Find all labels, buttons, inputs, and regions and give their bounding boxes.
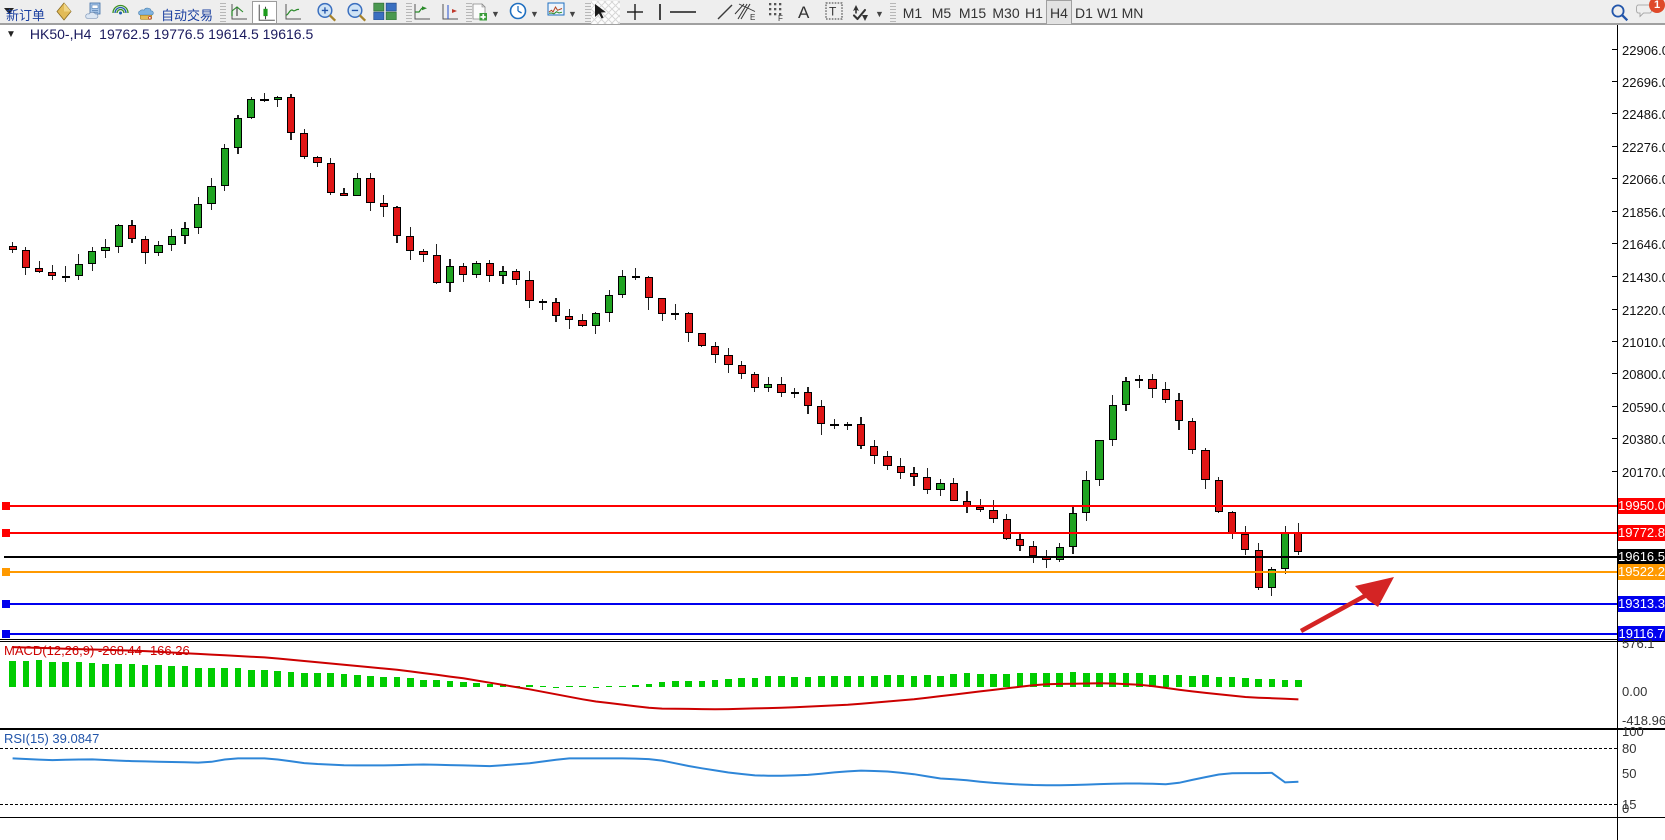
svg-text:T: T [829, 5, 837, 19]
svg-text:F: F [778, 14, 783, 22]
svg-text:E: E [750, 13, 755, 22]
